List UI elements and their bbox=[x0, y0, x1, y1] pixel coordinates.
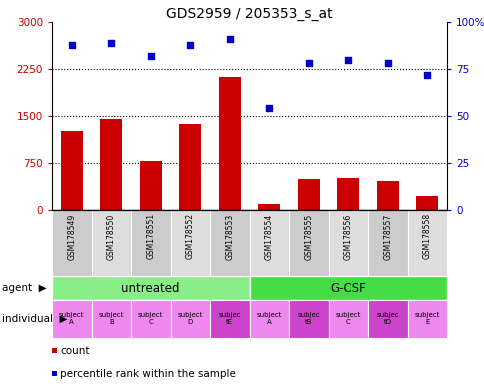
Bar bbox=[131, 210, 170, 276]
Bar bbox=[170, 300, 210, 338]
Bar bbox=[328, 210, 367, 276]
Text: GSM178553: GSM178553 bbox=[225, 213, 234, 260]
Bar bbox=[52, 210, 91, 276]
Text: percentile rank within the sample: percentile rank within the sample bbox=[60, 369, 235, 379]
Bar bbox=[210, 300, 249, 338]
Bar bbox=[407, 210, 446, 276]
Point bbox=[265, 106, 272, 112]
Text: subject
B: subject B bbox=[98, 313, 124, 326]
Bar bbox=[249, 210, 288, 276]
Text: GSM178550: GSM178550 bbox=[106, 213, 116, 260]
Text: GSM178558: GSM178558 bbox=[422, 213, 431, 260]
Text: subjec
tB: subjec tB bbox=[297, 313, 319, 326]
Bar bbox=[52, 348, 57, 353]
Point bbox=[226, 36, 233, 42]
Bar bbox=[170, 210, 210, 276]
Bar bbox=[179, 124, 201, 210]
Bar bbox=[131, 300, 170, 338]
Bar bbox=[52, 276, 249, 300]
Text: GSM178549: GSM178549 bbox=[67, 213, 76, 260]
Bar bbox=[407, 300, 446, 338]
Text: subject
E: subject E bbox=[414, 313, 439, 326]
Bar bbox=[210, 210, 249, 276]
Text: GSM178551: GSM178551 bbox=[146, 213, 155, 260]
Text: GSM178555: GSM178555 bbox=[303, 213, 313, 260]
Point bbox=[147, 53, 154, 59]
Bar bbox=[367, 300, 407, 338]
Text: subjec
tD: subjec tD bbox=[376, 313, 398, 326]
Bar bbox=[100, 119, 122, 210]
Bar bbox=[249, 276, 446, 300]
Text: GSM178556: GSM178556 bbox=[343, 213, 352, 260]
Bar bbox=[328, 300, 367, 338]
Text: subjec
tE: subjec tE bbox=[218, 313, 241, 326]
Bar bbox=[139, 161, 161, 210]
Text: agent  ▶: agent ▶ bbox=[2, 283, 46, 293]
Point bbox=[423, 71, 430, 78]
Point bbox=[383, 60, 391, 66]
Text: subject
A: subject A bbox=[59, 313, 84, 326]
Text: GSM178557: GSM178557 bbox=[382, 213, 392, 260]
Bar bbox=[258, 204, 280, 210]
Text: subject
C: subject C bbox=[335, 313, 360, 326]
Point bbox=[344, 56, 351, 63]
Text: subject
A: subject A bbox=[256, 313, 281, 326]
Point bbox=[107, 40, 115, 46]
Bar bbox=[218, 77, 240, 210]
Bar bbox=[337, 178, 358, 210]
Point bbox=[68, 41, 76, 48]
Point bbox=[304, 60, 312, 66]
Bar bbox=[249, 300, 288, 338]
Bar bbox=[367, 210, 407, 276]
Text: count: count bbox=[60, 346, 90, 356]
Bar bbox=[52, 371, 57, 376]
Text: GSM178552: GSM178552 bbox=[185, 213, 195, 260]
Text: GSM178554: GSM178554 bbox=[264, 213, 273, 260]
Text: subject
D: subject D bbox=[177, 313, 202, 326]
Bar bbox=[52, 300, 91, 338]
Text: untreated: untreated bbox=[121, 281, 180, 295]
Bar bbox=[297, 179, 319, 210]
Bar bbox=[91, 210, 131, 276]
Text: individual  ▶: individual ▶ bbox=[2, 314, 67, 324]
Point bbox=[186, 41, 194, 48]
Text: subject
C: subject C bbox=[138, 313, 163, 326]
Bar bbox=[91, 300, 131, 338]
Bar bbox=[61, 131, 82, 210]
Bar bbox=[288, 300, 328, 338]
Bar bbox=[376, 180, 398, 210]
Title: GDS2959 / 205353_s_at: GDS2959 / 205353_s_at bbox=[166, 7, 332, 21]
Bar bbox=[288, 210, 328, 276]
Bar bbox=[416, 195, 437, 210]
Text: G-CSF: G-CSF bbox=[330, 281, 365, 295]
